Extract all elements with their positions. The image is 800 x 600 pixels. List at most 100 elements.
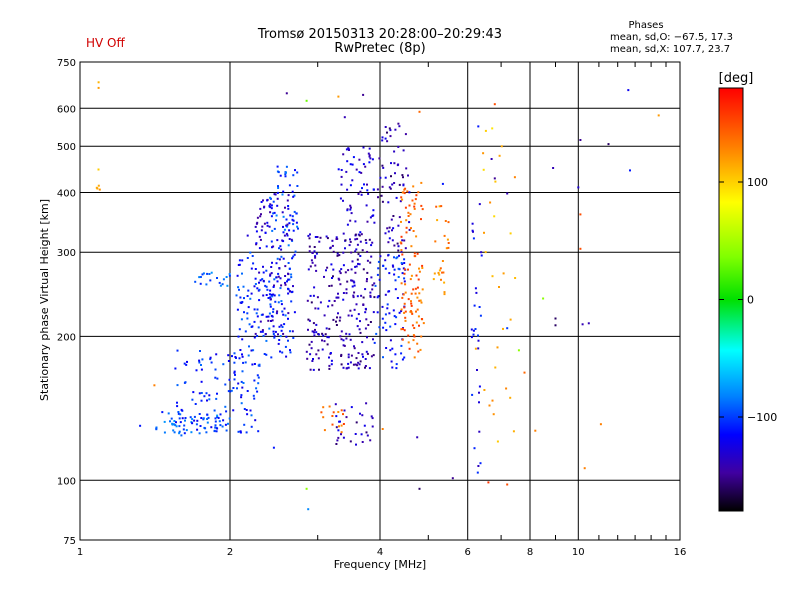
data-point xyxy=(477,465,480,467)
y-tick-label: 400 xyxy=(57,189,76,200)
data-point xyxy=(412,334,415,337)
data-point xyxy=(355,317,358,320)
data-point xyxy=(191,418,194,421)
data-point xyxy=(263,222,266,225)
data-point xyxy=(336,316,338,319)
data-point xyxy=(440,205,443,208)
data-point xyxy=(253,308,256,311)
data-point xyxy=(388,127,391,130)
data-point xyxy=(400,352,403,355)
data-point xyxy=(402,293,405,296)
data-point xyxy=(396,256,399,259)
data-point xyxy=(343,344,346,347)
data-point xyxy=(484,129,487,132)
data-point xyxy=(331,423,334,426)
data-point xyxy=(416,308,419,311)
data-point xyxy=(179,421,182,424)
data-point xyxy=(381,200,384,203)
data-point xyxy=(219,284,222,287)
data-point xyxy=(241,355,244,358)
data-point xyxy=(369,157,372,160)
data-point xyxy=(474,328,477,330)
data-point xyxy=(413,252,416,255)
data-point xyxy=(204,427,207,430)
data-point xyxy=(364,165,367,168)
data-point xyxy=(314,307,317,310)
data-point xyxy=(313,286,316,289)
data-point xyxy=(391,366,394,369)
data-point xyxy=(314,328,316,331)
data-point xyxy=(262,294,265,297)
data-point xyxy=(259,215,262,218)
data-point xyxy=(471,222,474,225)
data-point xyxy=(384,259,387,262)
data-point xyxy=(270,320,272,322)
data-point xyxy=(410,245,413,248)
data-point xyxy=(433,272,436,275)
y-tick-label: 750 xyxy=(57,58,76,69)
data-point xyxy=(252,394,255,397)
data-point xyxy=(358,171,361,174)
data-point xyxy=(438,269,441,272)
data-point xyxy=(364,327,367,330)
data-point xyxy=(254,225,257,228)
data-point xyxy=(362,355,364,358)
data-point xyxy=(440,278,442,281)
data-point xyxy=(273,278,276,281)
data-point xyxy=(331,244,334,247)
data-point xyxy=(310,301,313,304)
data-point xyxy=(347,314,350,317)
data-point xyxy=(388,272,391,275)
data-point xyxy=(253,320,256,323)
data-point xyxy=(347,366,350,369)
data-point xyxy=(256,390,259,393)
data-point xyxy=(342,298,345,301)
data-point xyxy=(394,323,397,326)
data-point xyxy=(256,315,259,318)
data-point xyxy=(202,272,205,275)
data-point xyxy=(208,398,211,401)
data-point xyxy=(345,292,348,295)
data-point xyxy=(193,415,196,418)
data-point xyxy=(474,287,477,290)
data-point xyxy=(265,285,268,288)
data-point xyxy=(238,357,241,360)
data-point xyxy=(269,298,272,301)
data-point xyxy=(237,286,240,289)
data-point xyxy=(276,197,279,200)
data-point xyxy=(315,331,318,334)
data-point xyxy=(264,231,267,234)
data-point xyxy=(357,193,360,195)
data-point xyxy=(350,406,353,409)
data-point xyxy=(389,129,392,132)
data-point xyxy=(254,268,257,270)
data-point xyxy=(479,314,482,317)
data-point xyxy=(290,276,293,279)
data-point xyxy=(401,174,404,177)
data-point xyxy=(441,260,444,262)
data-point xyxy=(281,326,284,328)
data-point xyxy=(227,422,229,425)
data-point xyxy=(364,365,367,367)
data-point xyxy=(176,405,179,408)
data-point xyxy=(400,282,403,285)
data-point xyxy=(369,439,372,442)
data-point xyxy=(361,341,364,344)
data-point xyxy=(248,345,250,348)
data-point xyxy=(218,281,221,284)
data-point xyxy=(403,268,406,271)
data-point xyxy=(337,95,340,98)
data-point xyxy=(470,328,473,331)
data-point xyxy=(350,212,353,215)
data-point xyxy=(356,243,359,246)
data-point xyxy=(305,487,308,490)
data-point xyxy=(246,390,249,392)
data-point xyxy=(241,370,244,373)
data-point xyxy=(364,288,367,291)
data-point xyxy=(353,291,356,294)
data-point xyxy=(216,427,219,430)
data-point xyxy=(314,255,317,258)
data-point xyxy=(318,368,320,371)
data-point xyxy=(233,352,236,355)
